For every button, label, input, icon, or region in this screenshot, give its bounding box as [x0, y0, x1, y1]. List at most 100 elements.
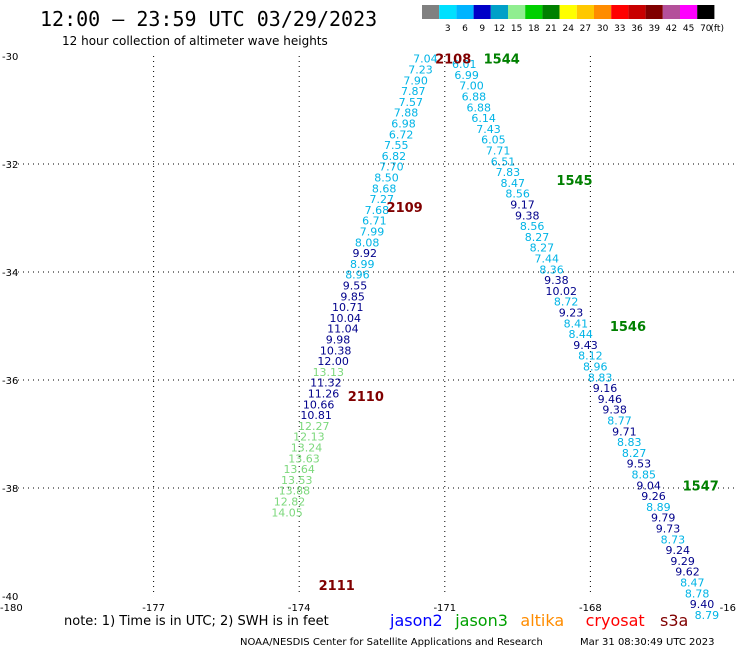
swh-value-label: 8.96: [345, 269, 370, 282]
swh-value-label: 6.14: [471, 112, 496, 125]
colorbar-tick-label: 42: [666, 24, 677, 34]
colorbar-tick-label: 9: [479, 24, 485, 34]
pass-number-label: 2111: [319, 579, 355, 594]
swh-value-label: 7.87: [401, 85, 426, 98]
swh-value-label: 10.38: [320, 344, 352, 357]
swh-value-label: 6.05: [481, 134, 506, 147]
swh-value-label: 9.23: [559, 307, 584, 320]
swh-value-label: 9.38: [515, 209, 540, 222]
chart-title: 12:00 – 23:59 UTC 03/29/2023: [40, 7, 377, 31]
swh-value-label: 8.78: [685, 587, 710, 600]
swh-value-label: 8.47: [500, 177, 525, 190]
swh-value-label: 8.08: [355, 236, 380, 249]
swh-value-label: 12.13: [293, 431, 325, 444]
swh-value-label: 7.88: [394, 107, 419, 120]
pass-number-label: 1545: [556, 174, 592, 189]
swh-value-label: 8.56: [505, 188, 530, 201]
swh-value-label: 10.71: [332, 301, 364, 314]
colorbar-tick-label: 21: [545, 24, 556, 34]
swh-value-label: 12.82: [274, 496, 306, 509]
swh-value-label: 8.56: [520, 220, 545, 233]
swh-value-label: 13.88: [279, 485, 311, 498]
swh-value-label: 8.77: [607, 415, 632, 428]
axis-tick-labels: -180 -177 -174 -171 -168 -16 -30 -32 -34 -36 -38 -4…: [0, 52, 736, 614]
swh-value-label: 6.82: [382, 150, 407, 163]
swh-value-label: 7.99: [360, 226, 385, 239]
swh-value-label: 6.98: [391, 118, 416, 131]
swh-value-label: 7.70: [379, 161, 404, 174]
satellite-legend: jason2 jason3 altika cryosat s3a: [389, 611, 688, 630]
colorbar-tick-label: 45: [683, 24, 694, 34]
swh-value-label: 8.50: [374, 172, 399, 185]
swh-value-label: 8.73: [661, 533, 686, 546]
swh-value-label: 6.01: [452, 58, 477, 71]
swh-value-label: 8.68: [372, 182, 397, 195]
swh-value-label: 13.64: [283, 463, 315, 476]
swh-value-label: 8.36: [539, 263, 564, 276]
x-tick-label: -177: [142, 603, 165, 614]
colorbar-tick-label: 12: [494, 24, 505, 34]
swh-value-label: 12.27: [298, 420, 330, 433]
swh-value-label: 7.23: [408, 64, 433, 77]
swh-value-label: 8.79: [695, 609, 720, 622]
satellite-legend-entry: altika: [520, 611, 564, 630]
y-tick-label: -32: [2, 160, 18, 171]
colorbar-swatch: [422, 5, 440, 19]
swh-value-label: 8.12: [578, 350, 603, 363]
swh-value-label: 13.13: [313, 366, 345, 379]
grid-lines: [8, 56, 736, 596]
swh-value-label: 9.17: [510, 199, 535, 212]
colorbar-swatch: [439, 5, 457, 19]
satellite-legend-entry: jason2: [389, 611, 443, 630]
swh-value-label: 6.88: [467, 101, 492, 114]
swh-value-label: 8.85: [632, 469, 657, 482]
y-tick-label: -38: [2, 484, 18, 495]
data-points: 7.047.237.907.877.577.886.986.727.556.82…: [271, 53, 719, 622]
pass-number-label: 1547: [683, 479, 719, 494]
swh-value-label: 9.38: [544, 274, 569, 287]
swh-value-label: 10.66: [303, 398, 335, 411]
swh-value-label: 8.47: [680, 577, 705, 590]
swh-value-label: 8.27: [530, 242, 555, 255]
swh-value-label: 10.02: [546, 285, 578, 298]
swh-value-label: 8.83: [617, 436, 642, 449]
swh-value-label: 9.38: [602, 404, 627, 417]
swh-value-label: 14.05: [271, 506, 303, 519]
swh-value-label: 9.40: [690, 598, 715, 611]
swh-value-label: 8.96: [583, 361, 608, 374]
swh-value-label: 9.26: [641, 490, 666, 503]
satellite-legend-entry: jason3: [454, 611, 508, 630]
swh-value-label: 11.26: [308, 388, 340, 401]
colorbar-swatch: [473, 5, 491, 19]
swh-value-label: 9.71: [612, 425, 637, 438]
colorbar-tick-label: 18: [528, 24, 540, 34]
swh-value-label: 7.44: [534, 253, 559, 266]
swh-value-label: 9.98: [326, 334, 351, 347]
footer-timestamp: Mar 31 08:30:49 UTC 2023: [580, 637, 715, 648]
swh-value-label: 9.92: [352, 247, 377, 260]
swh-value-label: 6.88: [462, 91, 487, 104]
swh-value-label: 11.32: [310, 377, 342, 390]
colorbar-swatch: [628, 5, 646, 19]
swh-value-label: 8.41: [564, 317, 589, 330]
swh-value-label: 6.72: [389, 128, 414, 141]
x-tick-label: -168: [579, 603, 602, 614]
pass-number-label: 2108: [435, 53, 471, 68]
colorbar-swatch: [594, 5, 612, 19]
colorbar-swatch: [645, 5, 663, 19]
swh-value-label: 8.27: [525, 231, 550, 244]
x-tick-label: -171: [433, 603, 456, 614]
y-tick-label: -40: [2, 592, 18, 603]
colorbar-swatch: [611, 5, 629, 19]
swh-value-label: 9.85: [340, 290, 365, 303]
colorbar-swatch: [525, 5, 543, 19]
swh-value-label: 8.89: [646, 501, 671, 514]
swh-value-label: 9.16: [593, 382, 618, 395]
y-tick-label: -34: [2, 268, 18, 279]
colorbar-tick-label: 39: [648, 24, 660, 34]
pass-number-label: 1546: [610, 320, 646, 335]
swh-value-label: 9.53: [627, 458, 652, 471]
swh-value-label: 9.79: [651, 512, 676, 525]
